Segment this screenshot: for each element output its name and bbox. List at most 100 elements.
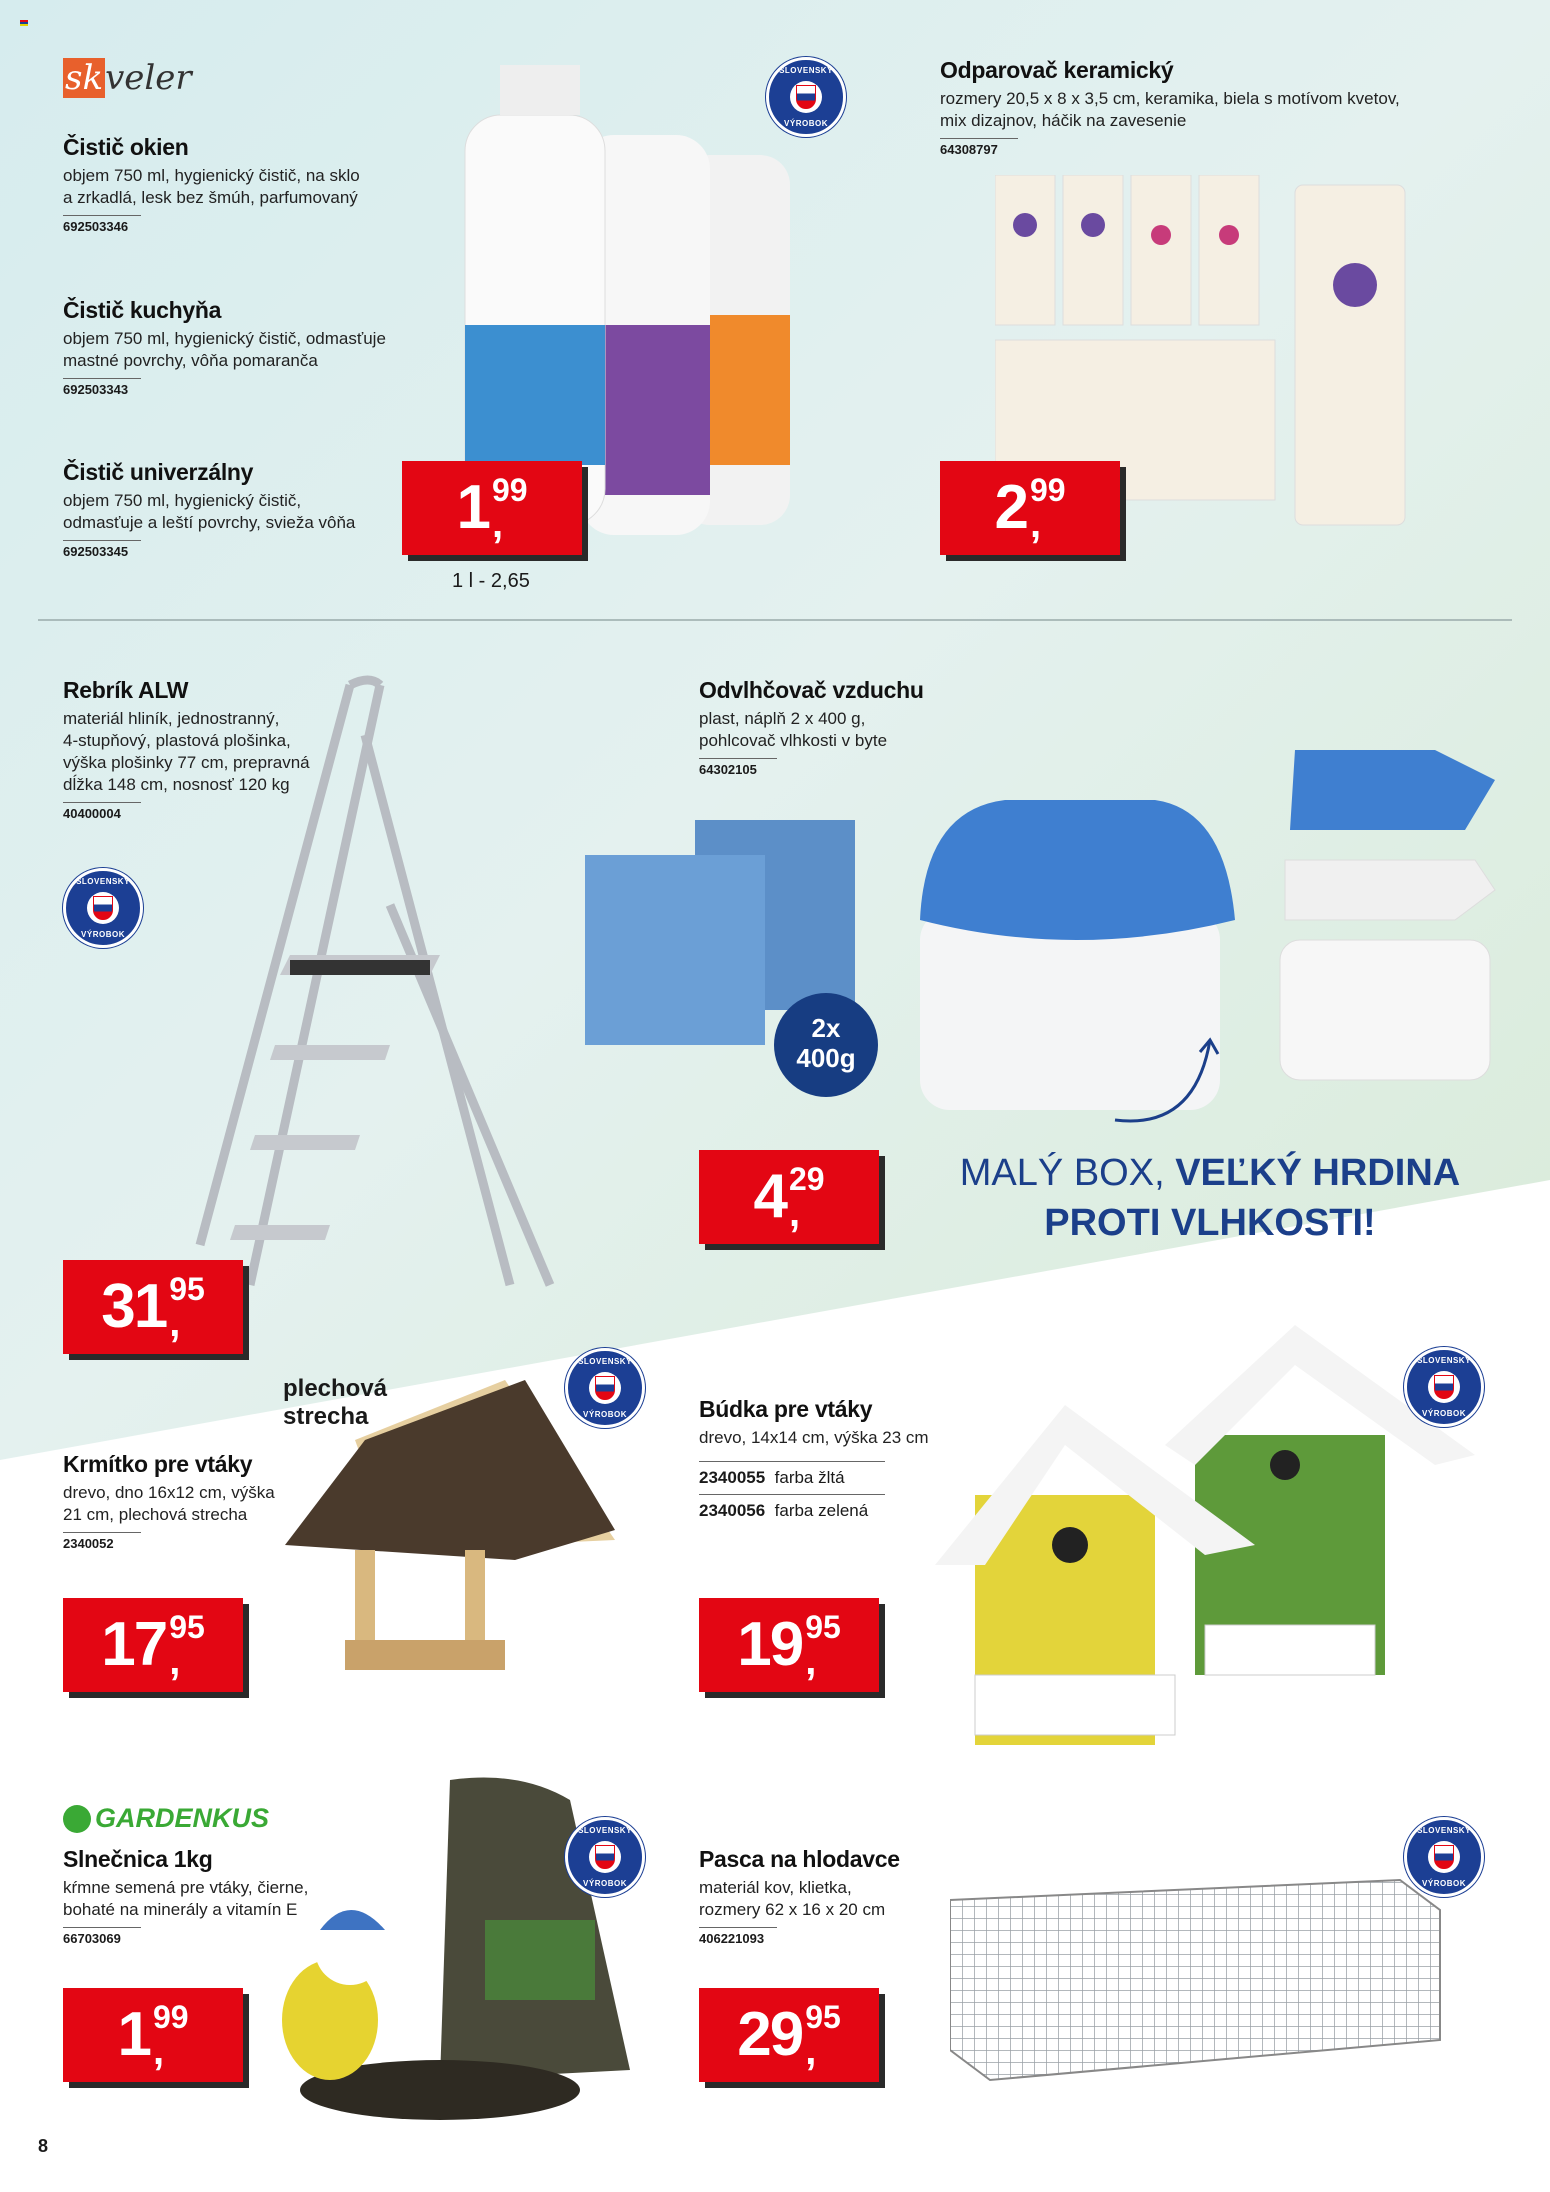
product-code: 40400004 (63, 802, 141, 821)
badge-top-text: SLOVENSKÝ (1417, 1356, 1471, 1365)
product-title: Čistič okien (63, 134, 189, 160)
product-dehumidifier: Odvlhčovač vzduchu plast, náplň 2 x 400 … (699, 677, 924, 779)
desc-line: pohlcovač vlhkosti v byte (699, 731, 888, 750)
callout-line: plechová (283, 1375, 388, 1402)
price-tag-sunflower: 1 99, (63, 1988, 243, 2082)
price-comma: , (169, 1639, 181, 1683)
price-tag-cleaners: 1 99, (402, 461, 582, 555)
variant-label: farba žltá (774, 1468, 845, 1487)
slogan-line-2: PROTI VLHKOSTI! (1044, 1202, 1376, 1244)
product-description: rozmery 20,5 x 8 x 3,5 cm, keramika, bie… (940, 88, 1400, 132)
product-code: 692503345 (63, 540, 141, 559)
desc-line: výška plošinky 77 cm, prepravná (63, 753, 310, 772)
product-sunflower: Slnečnica 1kg kŕmne semená pre vtáky, či… (63, 1846, 308, 1948)
desc-line: materiál kov, klietka, (699, 1878, 852, 1897)
refill-badge: 2x 400g (774, 993, 878, 1097)
desc-line: mix dizajnov, háčik na zavesenie (940, 111, 1187, 130)
badge-bottom-text: VÝROBOK (1422, 1879, 1466, 1888)
product-bird-feeder: Krmítko pre vtáky drevo, dno 16x12 cm, v… (63, 1451, 275, 1553)
price-tag-birdhouse: 19 95, (699, 1598, 879, 1692)
color-marks (20, 20, 28, 26)
price-comma: , (788, 1191, 801, 1235)
price-comma: , (805, 2029, 817, 2073)
price-int: 17 (101, 1610, 168, 1679)
variant-row: 2340056 farba zelená (699, 1495, 929, 1527)
product-window-cleaner: Čistič okien objem 750 ml, hygienický či… (63, 134, 360, 236)
product-universal-cleaner: Čistič univerzálny objem 750 ml, hygieni… (63, 459, 355, 561)
price-cents: 95 (805, 1999, 841, 2035)
desc-line: drevo, dno 16x12 cm, výška (63, 1483, 275, 1502)
badge-bottom-text: VÝROBOK (784, 119, 828, 128)
slovak-product-badge: SLOVENSKÝ VÝROBOK (1404, 1347, 1484, 1427)
desc-line: odmasťuje a leští povrchy, svieža vôňa (63, 513, 356, 532)
gardenkus-logo: GARDENKUS (63, 1803, 269, 1834)
slogan-line-1: MALÝ BOX, VEĽKÝ HRDINA (900, 1148, 1520, 1198)
price-cents: 95 (169, 1271, 205, 1307)
slovak-shield-icon (1434, 1845, 1454, 1869)
product-description: kŕmne semená pre vtáky, čierne, bohaté na… (63, 1877, 308, 1921)
skveler-logo-mark: sk (63, 58, 106, 98)
desc-line: a zrkadlá, lesk bez šmúh, parfumovaný (63, 188, 358, 207)
desc-line: objem 750 ml, hygienický čistič, (63, 491, 302, 510)
desc-line: plast, náplň 2 x 400 g, (699, 709, 866, 728)
product-birdhouse: Búdka pre vtáky drevo, 14x14 cm, výška 2… (699, 1396, 929, 1527)
slovak-shield-icon (595, 1845, 615, 1869)
gardenkus-leaf-icon (63, 1804, 91, 1833)
product-code: 692503346 (63, 215, 141, 234)
refill-count: 2x (811, 1013, 841, 1043)
slogan-bold: VEĽKÝ HRDINA (1175, 1152, 1461, 1194)
product-description: drevo, 14x14 cm, výška 23 cm (699, 1428, 929, 1447)
product-description: objem 750 ml, hygienický čistič, na sklo… (63, 165, 360, 209)
ceramic-evaporators-image (995, 175, 1406, 526)
badge-bottom-text: VÝROBOK (583, 1410, 627, 1419)
badge-bottom-text: VÝROBOK (583, 1879, 627, 1888)
product-title: Odvlhčovač vzduchu (699, 677, 924, 703)
birdhouses-image (935, 1325, 1475, 1745)
desc-line: 21 cm, plechová strecha (63, 1505, 248, 1524)
price-comma: , (491, 502, 504, 546)
refill-weight: 400g (796, 1043, 856, 1073)
product-title: Čistič univerzálny (63, 459, 254, 485)
price-comma: , (152, 2029, 165, 2073)
badge-bottom-text: VÝROBOK (1422, 1409, 1466, 1418)
slovak-product-badge: SLOVENSKÝ VÝROBOK (565, 1817, 645, 1897)
price-comma: , (805, 1639, 817, 1683)
desc-line: materiál hliník, jednostranný, (63, 709, 280, 728)
product-code: 2340052 (63, 1532, 141, 1551)
price-tag-ladder: 31 95, (63, 1260, 243, 1354)
desc-line: bohaté na minerály a vitamín E (63, 1900, 298, 1919)
product-title: Čistič kuchyňa (63, 297, 222, 323)
price-cents: 99 (152, 1999, 189, 2035)
slovak-shield-icon (796, 85, 816, 109)
gardenkus-logo-text: GARDENKUS (95, 1803, 270, 1833)
desc-line: rozmery 62 x 16 x 20 cm (699, 1900, 886, 1919)
product-title: Rebrík ALW (63, 677, 189, 703)
desc-line: objem 750 ml, hygienický čistič, na sklo (63, 166, 360, 185)
product-kitchen-cleaner: Čistič kuchyňa objem 750 ml, hygienický … (63, 297, 386, 399)
product-evaporator: Odparovač keramický rozmery 20,5 x 8 x 3… (940, 57, 1400, 159)
cleaner-bottles-image (464, 65, 790, 535)
product-code: 66703069 (63, 1927, 141, 1946)
slovak-shield-icon (1434, 1375, 1454, 1399)
page-number: 8 (38, 2136, 49, 2156)
price-comma: , (169, 1301, 181, 1345)
variant-row: 2340055 farba žltá (699, 1461, 885, 1495)
product-description: objem 750 ml, hygienický čistič, odmasťu… (63, 328, 386, 372)
price-cents: 99 (491, 472, 528, 508)
badge-top-text: SLOVENSKÝ (779, 66, 833, 75)
price-cents: 95 (805, 1609, 841, 1645)
price-comma: , (1029, 502, 1042, 546)
product-code: 64302105 (699, 758, 777, 777)
price-cents: 99 (1029, 472, 1066, 508)
variant-code: 2340055 (699, 1468, 766, 1487)
variant-label: farba zelená (774, 1501, 869, 1520)
product-title: Slnečnica 1kg (63, 1846, 213, 1872)
product-ladder: Rebrík ALW materiál hliník, jednostranný… (63, 677, 310, 823)
desc-line: kŕmne semená pre vtáky, čierne, (63, 1878, 309, 1897)
product-description: materiál kov, klietka, rozmery 62 x 16 x … (699, 1877, 900, 1921)
product-title: Odparovač keramický (940, 57, 1174, 83)
badge-top-text: SLOVENSKÝ (578, 1357, 632, 1366)
price-int: 4 (753, 1162, 788, 1231)
product-code: 406221093 (699, 1927, 777, 1946)
price-int: 1 (456, 473, 491, 542)
